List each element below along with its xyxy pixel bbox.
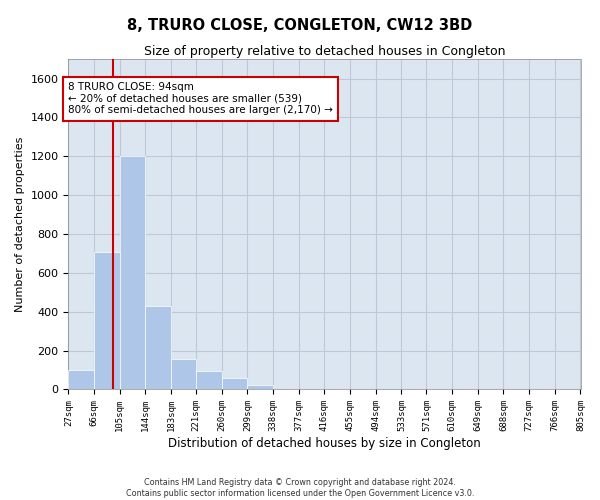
Bar (68, 370, 94, 390)
Text: 8 TRURO CLOSE: 94sqm
← 20% of detached houses are smaller (539)
80% of semi-deta: 8 TRURO CLOSE: 94sqm ← 20% of detached h… (68, 82, 333, 116)
Bar (247, 384, 273, 390)
Bar (171, 360, 196, 390)
Text: Contains HM Land Registry data © Crown copyright and database right 2024.
Contai: Contains HM Land Registry data © Crown c… (126, 478, 474, 498)
Bar (145, 306, 171, 390)
Title: Size of property relative to detached houses in Congleton: Size of property relative to detached ho… (144, 45, 505, 58)
Bar (222, 378, 247, 390)
Bar (196, 371, 222, 390)
Text: 8, TRURO CLOSE, CONGLETON, CW12 3BD: 8, TRURO CLOSE, CONGLETON, CW12 3BD (127, 18, 473, 32)
Bar (94, 252, 120, 390)
Y-axis label: Number of detached properties: Number of detached properties (15, 136, 25, 312)
Bar (120, 156, 145, 390)
X-axis label: Distribution of detached houses by size in Congleton: Distribution of detached houses by size … (168, 437, 481, 450)
